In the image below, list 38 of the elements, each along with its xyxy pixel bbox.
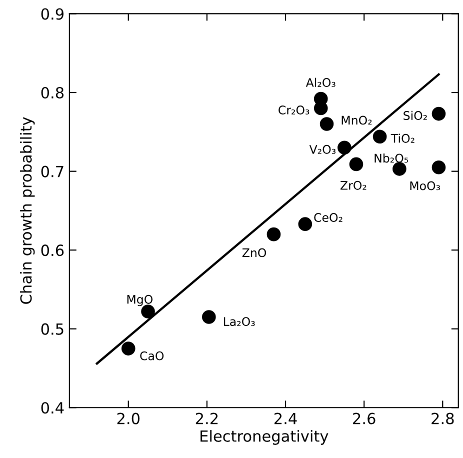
y-axis-title: Chain growth probability xyxy=(20,117,35,304)
annotation: SiO₂ xyxy=(404,110,427,120)
annotation: CeO₂ xyxy=(314,213,342,222)
point xyxy=(432,160,446,174)
annotation: MnO₂ xyxy=(342,116,372,125)
annotation: MoO₃ xyxy=(410,181,440,190)
point xyxy=(202,310,216,324)
point xyxy=(432,106,446,121)
point xyxy=(338,140,352,155)
y-tick-label: 0.9 xyxy=(41,8,64,20)
annotation: ZnO xyxy=(242,248,266,258)
annotation: CaO xyxy=(140,351,164,360)
y-tick-label: 0.6 xyxy=(41,244,64,256)
annotation: Cr₂O₃ xyxy=(278,106,310,114)
point xyxy=(392,162,406,176)
x-axis-title: Electronegativity xyxy=(200,430,328,445)
y-tick-label: 0.7 xyxy=(41,166,64,178)
point xyxy=(298,217,312,231)
annotation: Al₂O₃ xyxy=(306,78,336,87)
x-tick-label: 2.0 xyxy=(117,412,140,424)
annotation: MgO xyxy=(127,294,153,306)
x-tick-label: 2.2 xyxy=(196,412,218,424)
point xyxy=(372,130,387,144)
annotation: La₂O₃ xyxy=(224,317,255,326)
annotation: TiO₂ xyxy=(390,134,414,143)
annotation: ZrO₂ xyxy=(340,180,366,190)
x-tick-label: 2.6 xyxy=(353,412,376,424)
annotation: Nb₂O₅ xyxy=(374,153,408,163)
y-tick-label: 0.5 xyxy=(41,323,64,335)
annotation: V₂O₃ xyxy=(309,144,336,154)
point xyxy=(320,117,334,131)
x-tick-label: 2.8 xyxy=(432,412,454,424)
y-tick-label: 0.8 xyxy=(41,86,64,99)
point xyxy=(349,157,364,172)
y-tick-label: 0.4 xyxy=(41,402,64,414)
point xyxy=(266,227,281,242)
point xyxy=(121,342,136,356)
x-tick-label: 2.4 xyxy=(274,412,297,424)
